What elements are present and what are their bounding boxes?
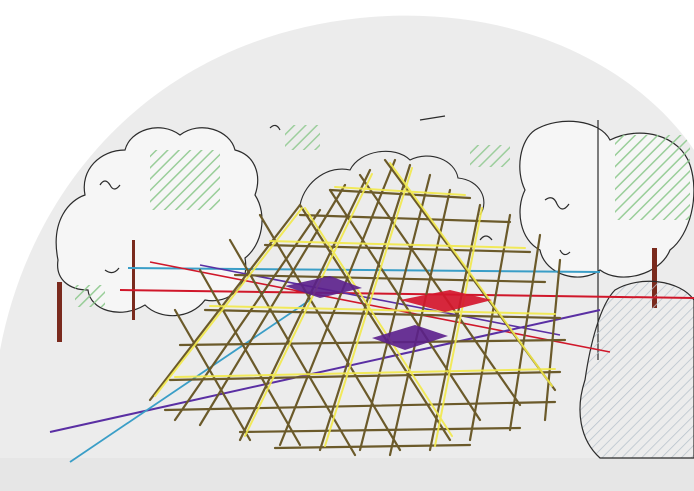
red-diamond bbox=[400, 290, 492, 312]
sketch-scribbles bbox=[99, 115, 571, 274]
right-trunk bbox=[652, 248, 657, 308]
ground-band bbox=[0, 458, 694, 491]
purple-diamond-upper bbox=[285, 276, 362, 298]
bamboo-highlights bbox=[154, 162, 556, 447]
red-line bbox=[119, 289, 694, 299]
center-bush-outline bbox=[299, 150, 485, 216]
red-line-diagonal bbox=[149, 261, 611, 353]
center-bush-hatch-2 bbox=[470, 145, 510, 167]
left-trunk-2 bbox=[132, 240, 135, 320]
teal-line-upper bbox=[127, 267, 601, 273]
right-tree-hatch bbox=[615, 135, 690, 220]
purple-line-2 bbox=[199, 264, 561, 336]
left-tree-hatch-small bbox=[75, 285, 105, 307]
purple-diamond-lower bbox=[372, 325, 448, 350]
left-trunk bbox=[57, 282, 62, 342]
center-bush-hatch bbox=[285, 125, 320, 150]
purple-line-long bbox=[49, 309, 601, 433]
teal-line-lower bbox=[69, 299, 311, 463]
left-tree-hatch bbox=[150, 150, 220, 210]
right-rock bbox=[579, 280, 694, 459]
bamboo-lattice bbox=[148, 158, 567, 457]
